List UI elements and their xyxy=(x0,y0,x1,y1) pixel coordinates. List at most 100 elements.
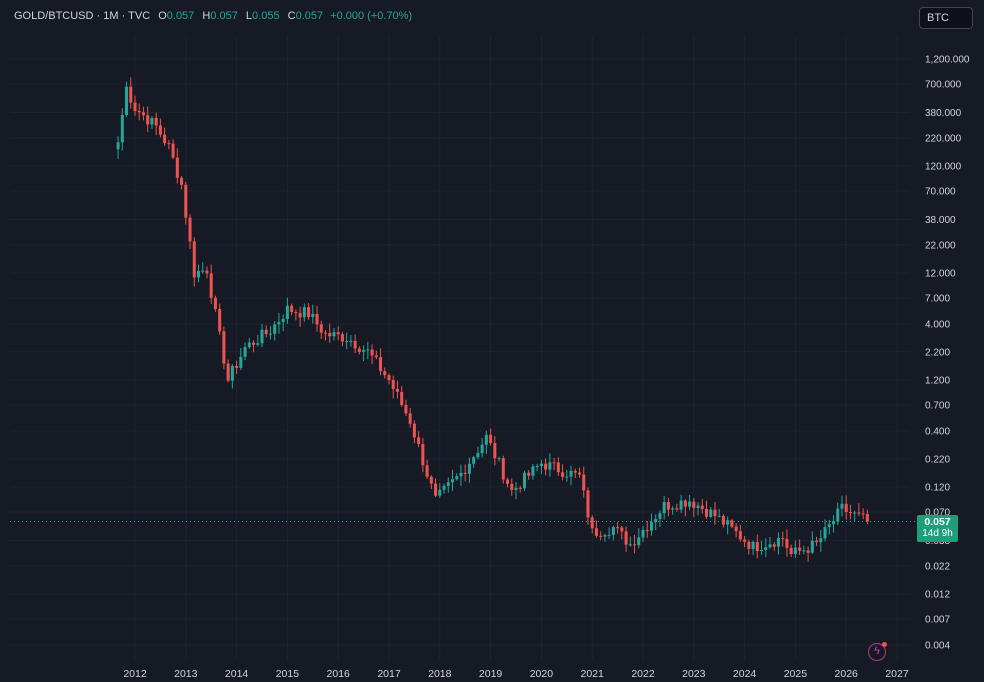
candle-up xyxy=(810,540,814,553)
candle-up xyxy=(531,466,535,476)
candle-down xyxy=(683,500,687,507)
symbol-legend: GOLD/BTCUSD · 1M · TVC O0.057 H0.057 L0.… xyxy=(14,10,413,22)
source-label: TVC xyxy=(128,10,151,22)
candle-up xyxy=(476,453,480,458)
y-tick-label: 0.070 xyxy=(925,508,950,519)
candle-up xyxy=(548,462,552,470)
candle-down xyxy=(861,513,865,515)
candle-up xyxy=(802,550,806,552)
y-tick-label: 0.007 xyxy=(925,614,950,625)
y-tick-label: 2.200 xyxy=(925,347,950,358)
candle-down xyxy=(370,349,374,356)
candle-up xyxy=(569,470,573,477)
candle-down xyxy=(518,487,522,489)
candle-down xyxy=(290,305,294,313)
close-value: 0.057 xyxy=(295,10,324,22)
candle-up xyxy=(302,307,306,318)
candle-down xyxy=(785,538,789,548)
candle-down xyxy=(400,391,404,406)
candle-down xyxy=(357,348,361,352)
symbol-name[interactable]: GOLD/BTCUSD xyxy=(14,10,94,22)
candle-up xyxy=(831,521,836,525)
candle-up xyxy=(853,512,857,514)
candle-down xyxy=(184,184,188,218)
candle-up xyxy=(480,444,484,454)
candle-up xyxy=(611,527,615,535)
candle-down xyxy=(620,527,624,532)
candle-down xyxy=(493,443,497,459)
y-tick-label: 700.000 xyxy=(925,80,962,91)
open-label: O xyxy=(158,10,167,22)
candle-down xyxy=(340,334,344,342)
candle-up xyxy=(654,518,658,523)
candle-down xyxy=(421,444,425,466)
candle-down xyxy=(844,503,848,513)
y-axis: 1,200.000 700.000 380.000 220.000 120.000 70.… xyxy=(925,55,970,652)
candle-down xyxy=(544,463,548,470)
candle-up xyxy=(239,356,243,368)
candle-down xyxy=(235,365,239,368)
candle-up xyxy=(268,333,272,335)
x-tick-label: 2015 xyxy=(276,668,300,680)
x-tick-label: 2018 xyxy=(428,668,452,680)
candle-down xyxy=(192,241,196,278)
candle-down xyxy=(315,313,319,325)
y-tick-label: 0.400 xyxy=(925,427,950,438)
candle-up xyxy=(281,318,285,322)
y-tick-label: 0.700 xyxy=(925,401,950,412)
candle-down xyxy=(721,515,725,525)
candle-down xyxy=(429,476,433,484)
low-value: 0.055 xyxy=(252,10,280,22)
candle-up xyxy=(285,305,289,319)
x-tick-label: 2014 xyxy=(225,668,249,680)
candle-up xyxy=(366,349,370,351)
candle-up xyxy=(726,520,730,525)
candle-up xyxy=(311,313,315,318)
candle-down xyxy=(789,547,793,555)
candle-up xyxy=(362,350,366,352)
candle-up xyxy=(827,524,831,528)
y-tick-label: 22.000 xyxy=(925,240,956,251)
candle-up xyxy=(764,547,768,551)
candle-down xyxy=(323,332,328,334)
candle-down xyxy=(713,509,717,517)
y-tick-label: 0.004 xyxy=(925,641,950,652)
y-tick-label: 70.000 xyxy=(925,187,956,198)
candle-up xyxy=(273,324,277,334)
x-tick-label: 2020 xyxy=(530,668,554,680)
high-label: H xyxy=(202,10,211,22)
y-tick-label: 120.000 xyxy=(925,161,962,172)
candle-down xyxy=(755,541,759,552)
candle-down xyxy=(353,340,357,349)
candle-up xyxy=(442,485,446,490)
y-tick-label: 0.120 xyxy=(925,482,950,493)
candle-down xyxy=(226,363,230,381)
candle-down xyxy=(298,312,302,318)
candle-up xyxy=(565,476,569,478)
candle-up xyxy=(717,515,721,517)
candle-down xyxy=(616,527,620,529)
candle-up xyxy=(823,527,827,539)
candle-up xyxy=(247,342,251,348)
candle-up xyxy=(840,503,844,509)
last-price-value: 0.057 xyxy=(924,516,951,528)
candle-down xyxy=(590,517,594,529)
change-value: +0.000 (+0.70%) xyxy=(330,10,413,22)
candle-up xyxy=(459,472,463,477)
candle-up xyxy=(230,365,234,381)
candle-up xyxy=(150,117,154,125)
candle-up xyxy=(603,535,607,537)
currency-button[interactable]: BTC xyxy=(919,7,973,29)
x-tick-label: 2025 xyxy=(784,668,808,680)
candle-down xyxy=(594,528,598,536)
candle-up xyxy=(467,463,471,474)
low-label: L xyxy=(245,10,253,22)
lightning-bolt-icon[interactable]: ϟ xyxy=(868,642,887,661)
candle-up xyxy=(450,479,455,483)
interval-label[interactable]: 1M xyxy=(103,10,119,22)
candle-down xyxy=(556,462,560,473)
candle-up xyxy=(637,537,641,546)
candle-up xyxy=(793,547,797,555)
candle-down xyxy=(417,437,421,445)
